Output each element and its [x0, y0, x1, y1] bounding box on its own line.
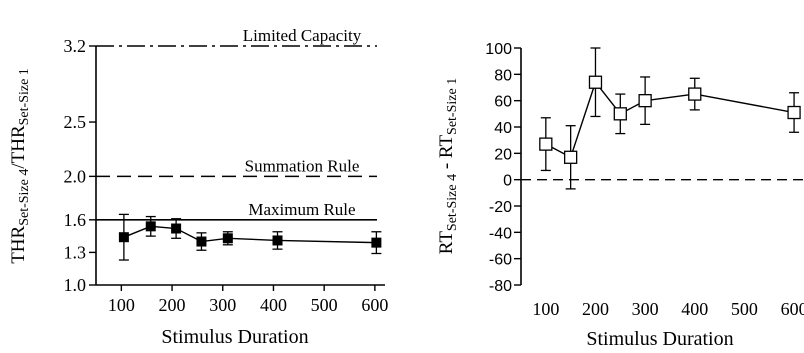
left-data-point	[222, 233, 233, 244]
right-y-tick-label: 80	[494, 67, 512, 84]
right-data-point	[613, 107, 627, 121]
right-data-point	[787, 105, 801, 120]
right-x-tick-label: 300	[632, 299, 659, 319]
right-y-tick-label: 100	[485, 41, 512, 58]
left-y-tick-label: 1.0	[64, 275, 87, 295]
right-x-tick-label: 600	[781, 299, 804, 319]
right-y-tick-label: -20	[489, 199, 512, 216]
left-y-title-main: THR	[8, 225, 29, 263]
left-x-tick-label: 500	[311, 295, 338, 315]
right-chart: RTSet-Size 4 - RTSet-Size 1 Stimulus Dur…	[436, 41, 804, 350]
right-data-point	[588, 75, 603, 89]
left-x-tick-label: 200	[159, 295, 186, 315]
svg-text:THRSet-Size 4/THRSet-Size 1: THRSet-Size 4/THRSet-Size 1	[8, 68, 32, 264]
right-x-tick-label: 100	[532, 299, 559, 319]
right-y-tick-label: 60	[494, 94, 512, 111]
left-x-tick-label: 400	[260, 295, 287, 315]
right-series-line	[545, 80, 795, 159]
left-x-tick-label: 600	[361, 295, 388, 315]
right-y-tick-label: -60	[489, 252, 512, 269]
left-data-point	[272, 235, 283, 246]
right-x-tick-label: 400	[681, 299, 708, 319]
right-y-tick-label: 0	[503, 173, 512, 190]
right-y-title-sub2: Set-Size 1	[445, 78, 460, 135]
left-y-title-sub2: Set-Size 1	[17, 68, 32, 125]
right-x-axis-title: Stimulus Duration	[586, 328, 733, 350]
left-y-tick-label: 2.0	[64, 166, 87, 186]
left-data-point	[371, 237, 382, 248]
right-data-point	[688, 87, 702, 101]
left-series-line	[123, 225, 377, 244]
right-data-point	[638, 94, 652, 108]
left-data-point	[196, 236, 207, 247]
svg-text:RTSet-Size 4 - RTSet-Size 1: RTSet-Size 4 - RTSet-Size 1	[436, 78, 460, 254]
left-x-tick-label: 300	[209, 295, 236, 315]
right-y-title-main: RT	[436, 231, 457, 255]
left-data-point	[118, 232, 129, 243]
right-y-title-mid: - RT	[436, 135, 457, 174]
left-reference-label: Summation Rule	[245, 156, 360, 175]
right-y-tick-label: 20	[494, 146, 512, 163]
left-y-tick-label: 1.6	[64, 210, 87, 230]
left-y-tick-label: 1.3	[64, 242, 87, 262]
left-chart: THRSet-Size 4/THRSet-Size 1 Stimulus Dur…	[8, 26, 388, 348]
left-y-title-sub1: Set-Size 4	[17, 169, 32, 226]
right-y-tick-label: -80	[489, 278, 512, 295]
right-x-tick-label: 500	[731, 299, 758, 319]
right-data-point	[563, 150, 578, 164]
left-reference-label: Maximum Rule	[248, 200, 355, 219]
left-y-tick-label: 2.5	[64, 112, 87, 132]
left-y-axis-title: THRSet-Size 4/THRSet-Size 1	[8, 68, 32, 264]
right-x-tick-label: 200	[582, 299, 609, 319]
left-reference-label: Limited Capacity	[243, 26, 362, 45]
left-y-tick-label: 3.2	[64, 36, 87, 56]
left-x-axis-title: Stimulus Duration	[161, 326, 308, 348]
right-y-tick-label: -40	[489, 225, 512, 242]
right-y-axis-title: RTSet-Size 4 - RTSet-Size 1	[436, 78, 460, 254]
left-data-point	[145, 221, 156, 232]
left-y-title-mid: /THR	[8, 125, 29, 169]
left-data-point	[171, 223, 182, 234]
right-data-point	[539, 137, 553, 151]
right-y-tick-label: 40	[494, 120, 512, 137]
left-x-tick-label: 100	[108, 295, 135, 315]
right-y-title-sub1: Set-Size 4	[445, 174, 460, 231]
